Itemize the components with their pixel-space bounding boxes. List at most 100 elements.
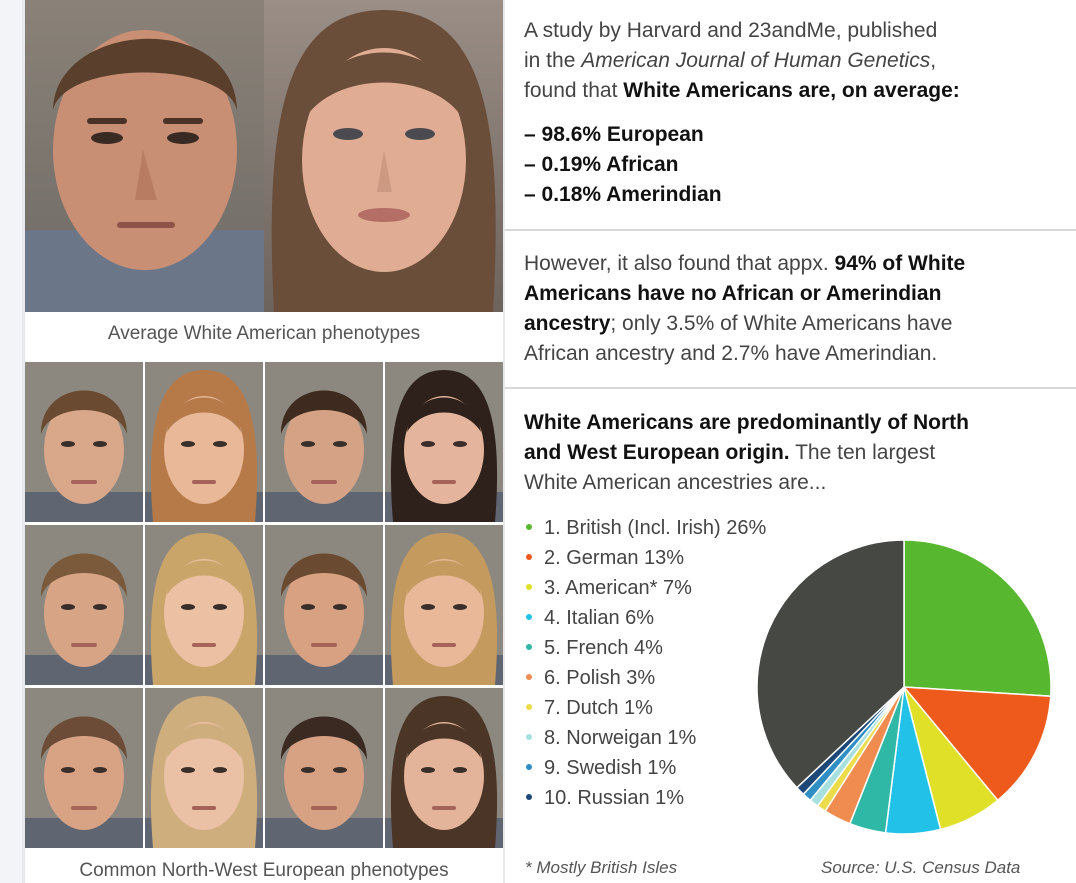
common-phenotypes-caption: Common North-West European phenotypes bbox=[79, 860, 449, 881]
average-phenotypes-photo bbox=[25, 0, 503, 312]
source-note: Source: U.S. Census Data bbox=[821, 858, 1021, 877]
left-margin-border bbox=[22, 0, 25, 883]
legend-item: 6. Polish 3% bbox=[522, 663, 766, 693]
however-line-1-bold: 94% of White bbox=[834, 252, 966, 275]
however-paragraph: However, it also found that appx. 94% of… bbox=[524, 249, 1064, 369]
legend-dot-icon bbox=[526, 644, 532, 651]
average-ancestry-list: – 98.6% European – 0.19% African – 0.18%… bbox=[524, 120, 1064, 210]
legend-item: 4. Italian 6% bbox=[522, 603, 766, 633]
origin-line-3: White American ancestries are... bbox=[524, 471, 827, 494]
legend-label: 7. Dutch 1% bbox=[544, 697, 653, 719]
however-line-3-bold: ancestry bbox=[524, 312, 611, 335]
average-phenotypes-caption: Average White American phenotypes bbox=[107, 323, 421, 344]
phenotype-face-illustration bbox=[385, 696, 503, 848]
legend-item: 2. German 13% bbox=[522, 543, 766, 573]
legend-item: 7. Dutch 1% bbox=[522, 693, 766, 723]
legend-label: 3. American* 7% bbox=[544, 577, 692, 599]
phenotype-face-illustration bbox=[265, 390, 383, 522]
phenotype-face-illustration bbox=[145, 370, 263, 522]
origin-line-2-bold: and West European origin. bbox=[524, 441, 790, 464]
phenotype-face-illustration bbox=[145, 696, 263, 848]
legend-item: 3. American* 7% bbox=[522, 573, 766, 603]
section-divider-1 bbox=[505, 229, 1076, 231]
however-line-3: ancestry; only 3.5% of White Americans h… bbox=[524, 309, 1064, 339]
origin-line-1: White Americans are predominantly of Nor… bbox=[524, 411, 969, 434]
male-face-illustration bbox=[25, 30, 264, 312]
legend-dot-icon bbox=[526, 524, 532, 531]
legend-label: 6. Polish 3% bbox=[544, 667, 656, 689]
origin-line-2-post: The ten largest bbox=[789, 441, 936, 464]
origin-paragraph: White Americans are predominantly of Nor… bbox=[524, 408, 1064, 498]
section-divider-2 bbox=[505, 387, 1076, 389]
phenotype-face-illustration bbox=[385, 370, 503, 522]
average-african: – 0.19% African bbox=[524, 153, 679, 176]
average-amerindian: – 0.18% Amerindian bbox=[524, 183, 722, 206]
phenotype-photo bbox=[265, 688, 383, 848]
phenotype-photo bbox=[265, 525, 383, 685]
phenotype-photo bbox=[145, 688, 263, 848]
phenotype-photo bbox=[145, 525, 263, 685]
study-line-2-post: , bbox=[930, 49, 937, 72]
pie-slice bbox=[903, 539, 1052, 698]
legend-item: 8. Norweigan 1% bbox=[522, 723, 766, 753]
legend-dot-icon bbox=[526, 584, 532, 591]
journal-name: American Journal of Human Genetics bbox=[581, 49, 931, 72]
legend-dot-icon bbox=[526, 734, 532, 741]
however-line-4: African ancestry and 2.7% have Amerindia… bbox=[524, 342, 938, 365]
legend-item: 1. British (Incl. Irish) 26% bbox=[522, 513, 766, 543]
ancestry-pie-chart bbox=[756, 539, 1052, 835]
phenotype-grid bbox=[25, 362, 503, 852]
however-line-1-pre: However, it also found that appx. bbox=[524, 252, 835, 275]
legend-label: 9. Swedish 1% bbox=[544, 757, 677, 779]
however-line-1: However, it also found that appx. 94% of… bbox=[524, 249, 1064, 279]
left-margin-strip bbox=[0, 0, 22, 883]
column-divider bbox=[503, 0, 505, 883]
however-line-2: Americans have no African or Amerindian bbox=[524, 282, 942, 305]
phenotype-face-illustration bbox=[385, 533, 503, 685]
study-line-3: found that White Americans are, on avera… bbox=[524, 76, 1064, 106]
phenotype-photo bbox=[385, 688, 503, 848]
legend-label: 10. Russian 1% bbox=[544, 787, 685, 809]
legend-dot-icon bbox=[526, 794, 532, 801]
study-line-2: in the American Journal of Human Genetic… bbox=[524, 46, 1064, 76]
footnote-american: * Mostly British Isles bbox=[525, 858, 678, 877]
phenotype-photo bbox=[385, 525, 503, 685]
legend-item: 9. Swedish 1% bbox=[522, 753, 766, 783]
legend-dot-icon bbox=[526, 764, 532, 771]
phenotype-face-illustration bbox=[265, 716, 383, 848]
legend-item: 5. French 4% bbox=[522, 633, 766, 663]
phenotype-face-illustration bbox=[265, 553, 383, 685]
study-line-3-pre: found that bbox=[524, 79, 624, 102]
legend-label: 1. British (Incl. Irish) 26% bbox=[544, 517, 767, 539]
average-european: – 98.6% European bbox=[524, 123, 704, 146]
phenotype-face-illustration bbox=[25, 390, 143, 522]
legend-label: 2. German 13% bbox=[544, 547, 685, 569]
pie-slice bbox=[902, 686, 1052, 802]
phenotype-face-illustration bbox=[145, 533, 263, 685]
phenotype-photo bbox=[145, 362, 263, 522]
legend-label: 4. Italian 6% bbox=[544, 607, 655, 629]
legend-dot-icon bbox=[526, 554, 532, 561]
phenotype-face-illustration bbox=[25, 716, 143, 848]
average-male-face bbox=[25, 0, 264, 312]
legend-label: 8. Norweigan 1% bbox=[544, 727, 697, 749]
ancestry-legend: 1. British (Incl. Irish) 26% 2. German 13… bbox=[522, 513, 766, 813]
study-line-3-bold: White Americans are, on average: bbox=[623, 79, 960, 102]
however-line-3-post: ; only 3.5% of White Americans have bbox=[610, 312, 953, 335]
average-female-face bbox=[264, 0, 503, 312]
study-line-1: A study by Harvard and 23andMe, publishe… bbox=[524, 19, 938, 42]
phenotype-photo bbox=[385, 362, 503, 522]
pie-slice-remainder bbox=[756, 539, 905, 789]
legend-dot-icon bbox=[526, 674, 532, 681]
phenotype-face-illustration bbox=[25, 553, 143, 685]
legend-dot-icon bbox=[526, 614, 532, 621]
study-intro: A study by Harvard and 23andMe, publishe… bbox=[524, 16, 1064, 106]
phenotype-photo bbox=[25, 525, 143, 685]
female-face-illustration bbox=[271, 10, 496, 312]
origin-line-2: and West European origin. The ten larges… bbox=[524, 438, 1064, 468]
phenotype-photo bbox=[265, 362, 383, 522]
legend-item: 10. Russian 1% bbox=[522, 783, 766, 813]
phenotype-photo bbox=[25, 688, 143, 848]
phenotype-photo bbox=[25, 362, 143, 522]
legend-dot-icon bbox=[526, 704, 532, 711]
